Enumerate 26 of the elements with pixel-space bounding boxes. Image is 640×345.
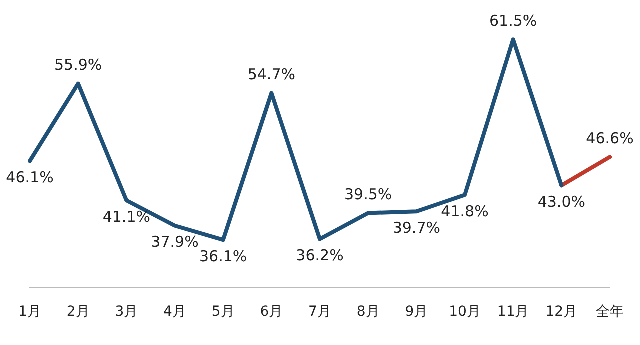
x-tick-label: 4月 [164, 304, 186, 320]
x-tick-label: 3月 [115, 304, 138, 320]
x-tick-label: 10月 [449, 304, 481, 320]
data-label: 37.9% [151, 233, 199, 252]
data-label: 36.1% [200, 247, 248, 266]
x-tick-label: 5月 [212, 304, 235, 320]
data-label: 41.8% [441, 202, 489, 220]
x-tick-label: 1月 [18, 304, 42, 320]
x-tick-label: 全年 [596, 304, 624, 320]
data-label: 54.7% [248, 66, 296, 84]
data-label: 43.0% [538, 193, 586, 211]
x-tick-label: 6月 [260, 304, 284, 320]
x-tick-label: 12月 [546, 304, 578, 320]
data-label: 36.2% [296, 246, 344, 265]
x-tick-label: 8月 [356, 304, 380, 320]
data-label: 55.9% [54, 56, 102, 74]
data-label: 46.6% [586, 130, 634, 148]
x-tick-label: 11月 [497, 304, 530, 320]
data-label: 41.1% [102, 208, 150, 226]
x-tick-label: 2月 [66, 304, 90, 320]
data-label: 39.5% [344, 186, 392, 204]
x-tick-label: 7月 [308, 304, 332, 320]
x-tick-label: 9月 [405, 304, 428, 320]
data-label: 61.5% [490, 12, 538, 30]
data-label: 39.7% [392, 219, 440, 238]
data-label: 46.1% [6, 168, 54, 187]
